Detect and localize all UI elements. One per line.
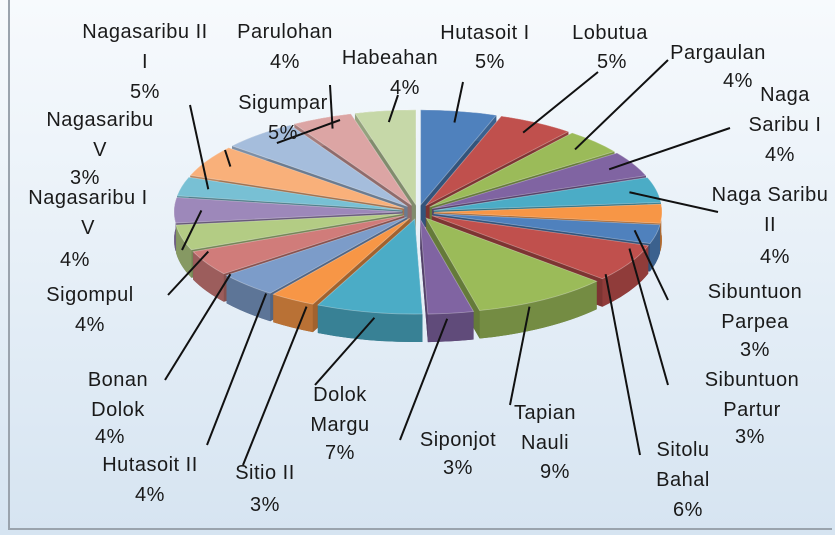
value-label: 3%: [70, 167, 100, 189]
slice-top: [192, 215, 405, 275]
slice-top: [429, 132, 616, 208]
value-label: 4%: [75, 314, 105, 336]
leader-line: [633, 229, 669, 301]
leader-line: [608, 127, 731, 171]
value-label: 5%: [475, 51, 505, 73]
slice-label: Naga Saribu I: [748, 84, 822, 136]
leader-line: [509, 306, 531, 406]
leader-line: [276, 119, 341, 145]
leader-line: [387, 94, 399, 123]
slice-label: Naga Saribu II: [711, 184, 829, 236]
slice-top: [433, 203, 663, 224]
leader-line: [329, 84, 334, 129]
slice-side: [427, 311, 474, 343]
leader-line: [399, 318, 449, 441]
slice-top: [293, 113, 413, 206]
slice-label: Sigompul: [46, 284, 134, 306]
slice-top: [433, 177, 662, 211]
slice-top: [431, 215, 649, 280]
value-label: 5%: [597, 51, 627, 73]
leader-line: [181, 210, 203, 251]
leader-line: [629, 191, 719, 213]
slice-side: [193, 251, 224, 302]
value-label: 3%: [250, 494, 280, 516]
slice-top: [175, 213, 403, 251]
value-label: 4%: [390, 77, 420, 99]
value-label: 3%: [443, 457, 473, 479]
leader-line: [189, 104, 210, 190]
value-label: 4%: [765, 144, 795, 166]
slice-label: Lobutua: [572, 22, 648, 44]
leader-line: [167, 250, 210, 296]
plot-frame: [8, 0, 832, 530]
slice-label: Nagasaribu V: [46, 109, 154, 161]
slice-side: [602, 245, 649, 307]
slice-label: Habeahan: [341, 47, 439, 69]
slice-side: [176, 225, 192, 278]
slice-label: Tapian Nauli: [514, 402, 576, 454]
slice-label: Siponjot: [419, 429, 497, 451]
slice-top: [173, 197, 403, 224]
leader-line: [314, 317, 376, 386]
leader-line: [206, 293, 268, 446]
slice-label: Sitio II: [235, 462, 295, 484]
slice-label: Hutasoit I: [440, 22, 530, 44]
slice-top: [433, 213, 661, 244]
slice-top: [354, 109, 417, 207]
slice-top: [272, 217, 411, 305]
value-label: 4%: [270, 51, 300, 73]
slice-top: [419, 218, 475, 315]
value-label: 5%: [130, 81, 160, 103]
leader-line: [628, 248, 669, 386]
slice-top: [420, 109, 498, 206]
slice-label: Sigumpar: [238, 92, 328, 114]
leader-line: [242, 306, 308, 466]
slice: [316, 218, 423, 343]
value-label: 3%: [735, 426, 765, 448]
slice-label: Pargaulan: [670, 42, 766, 64]
value-label: 3%: [740, 339, 770, 361]
leader-line: [604, 274, 641, 456]
leader-line: [453, 81, 464, 123]
slice-top: [225, 216, 407, 294]
slice-wall: [226, 217, 407, 322]
slice-top: [231, 124, 408, 207]
value-label: 4%: [760, 246, 790, 268]
leader-line: [574, 59, 669, 151]
slice-label: Hutasoit II: [102, 454, 198, 476]
value-label: 4%: [135, 484, 165, 506]
value-label: 6%: [673, 499, 703, 521]
leader-line: [164, 273, 232, 381]
slice-side: [273, 294, 313, 333]
slice-label: Sibuntuon Partur: [704, 369, 800, 421]
slice-top: [432, 152, 647, 210]
value-label: 9%: [540, 461, 570, 483]
slice-side: [649, 224, 661, 272]
slice-label: Dolok Margu: [310, 384, 370, 436]
slice: [425, 217, 598, 339]
value-label: 5%: [268, 122, 298, 144]
slice-top: [425, 217, 598, 311]
slice-top: [176, 176, 403, 211]
slice-side: [479, 281, 597, 339]
value-label: 7%: [325, 442, 355, 464]
slice-label: Bonan Dolok: [87, 369, 149, 421]
slice-label: Nagasaribu IV: [28, 187, 148, 239]
slice-label: Parulohan: [237, 21, 333, 43]
value-label: 4%: [60, 249, 90, 271]
slice: [419, 218, 475, 343]
leader-line: [224, 149, 232, 167]
value-label: 4%: [95, 426, 125, 448]
slice-top: [189, 147, 405, 209]
slice-top: [316, 218, 423, 315]
slice-label: Nagasaribu III: [82, 21, 208, 73]
leader-line: [522, 71, 599, 134]
slice-label: Sitolu Bahal: [656, 439, 710, 491]
slice-label: Sibuntuon Parpea: [707, 281, 803, 333]
value-label: 4%: [723, 70, 753, 92]
